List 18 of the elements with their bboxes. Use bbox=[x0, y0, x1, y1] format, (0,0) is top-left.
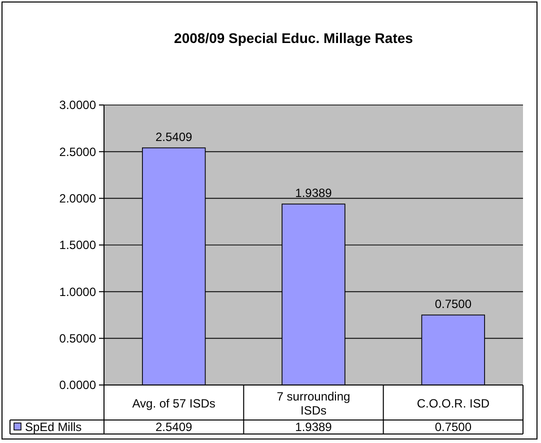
y-tick-label: 3.0000 bbox=[59, 98, 96, 112]
y-tick-label: 0.0000 bbox=[59, 378, 96, 392]
x-tick-label: 7 surrounding ISDs bbox=[276, 390, 350, 418]
data-label: 2.5409 bbox=[155, 420, 193, 434]
data-label: 0.7500 bbox=[434, 420, 472, 434]
text: 2.5409 bbox=[155, 130, 192, 144]
x-tick-label: Avg. of 57 ISDs bbox=[132, 396, 216, 411]
y-tick-label: 1.0000 bbox=[59, 284, 96, 299]
y-tick-label: 2.0000 bbox=[59, 192, 96, 206]
y-tick-label: 0.5000 bbox=[59, 332, 96, 346]
y-tick-label: 1.5000 bbox=[59, 238, 96, 252]
text: 1.9389 bbox=[295, 186, 332, 200]
x-tick-label: C.O.O.R. ISD bbox=[416, 396, 490, 411]
chart-title: 2008/09 Special Educ. Millage Rates bbox=[174, 30, 414, 46]
text: 0.7500 bbox=[434, 297, 472, 311]
y-tick-label: 2.5000 bbox=[59, 144, 96, 159]
legend-label: SpEd Mills bbox=[25, 420, 82, 434]
data-label: 1.9389 bbox=[295, 420, 332, 434]
